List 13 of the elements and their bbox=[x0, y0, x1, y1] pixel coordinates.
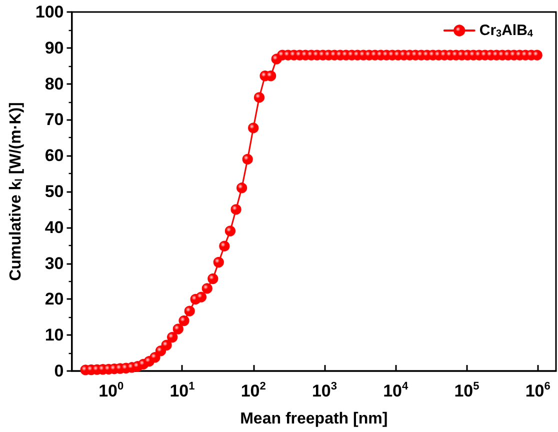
x-axis-title: Mean freepath [nm] bbox=[240, 410, 388, 428]
y-tick-label: 50 bbox=[44, 182, 64, 201]
y-tick-label: 20 bbox=[44, 290, 64, 309]
y-axis-title: Cumulative kl [W/(m·K)] bbox=[8, 102, 25, 281]
y-tick-label: 100 bbox=[35, 2, 64, 22]
y-tick-label: 70 bbox=[44, 110, 64, 130]
y-tick-label: 0 bbox=[54, 362, 64, 380]
y-tick-label: 40 bbox=[44, 218, 64, 237]
y-tick-label: 60 bbox=[44, 146, 64, 166]
y-tick-label: 90 bbox=[44, 38, 64, 58]
y-tick-label: 80 bbox=[44, 74, 64, 94]
y-tick-label: 30 bbox=[44, 254, 64, 273]
y-tick-label: 10 bbox=[44, 326, 64, 345]
